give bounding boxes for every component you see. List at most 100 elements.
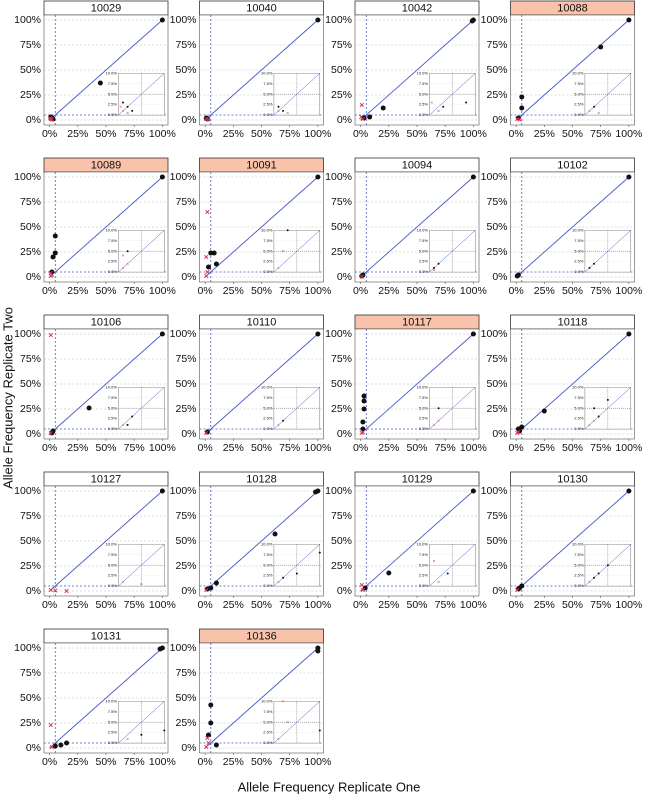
y-tick-label: 50%: [331, 221, 352, 233]
inset-point: [126, 105, 129, 108]
y-tick-label: 75%: [486, 353, 507, 365]
inset-tick-label: 5.0%: [419, 562, 429, 567]
inset-tick-label: 10.0%: [106, 227, 118, 232]
y-tick-label: 75%: [20, 667, 41, 679]
panel-title: 10089: [91, 159, 122, 171]
panel: 10091 0% 25% 50% 75% 100% 0% 25% 50% 75% 100% 0.0% 2…: [170, 157, 331, 297]
inset-tick-label: 5.0%: [108, 719, 118, 724]
point: [367, 114, 373, 120]
inset-tick-label: 2.5%: [419, 573, 429, 578]
x-tick-label: 0%: [198, 442, 213, 454]
x-tick-label: 25%: [378, 442, 399, 454]
inset-point: [282, 419, 285, 422]
x-tick-label: 0%: [509, 128, 524, 140]
panel-title: 10110: [247, 316, 277, 328]
x-tick-label: 0%: [198, 128, 213, 140]
x-tick-label: 50%: [406, 599, 427, 611]
y-tick-label: 100%: [14, 171, 41, 183]
x-tick-label: 100%: [149, 128, 176, 140]
point: [205, 735, 210, 741]
inset-tick-label: 2.5%: [108, 416, 118, 421]
y-tick-label: 25%: [20, 560, 41, 572]
point: [359, 274, 364, 279]
point: [361, 398, 367, 404]
inset-diagonal: [429, 544, 476, 587]
x-tick-label: 75%: [590, 128, 611, 140]
inset-tick-label: 2.5%: [419, 102, 429, 107]
point: [213, 580, 219, 586]
diagonal: [515, 333, 630, 435]
x-tick-label: 25%: [223, 128, 244, 140]
panel-title: 10094: [402, 159, 433, 171]
inset-point: [437, 109, 440, 113]
x-tick-label: 25%: [67, 285, 88, 297]
x-tick-label: 100%: [615, 128, 642, 140]
y-tick-label: 0%: [181, 742, 196, 754]
y-tick-label: 100%: [481, 485, 508, 497]
y-tick-label: 100%: [325, 328, 352, 340]
inset-point: [281, 250, 285, 253]
inset-diagonal: [273, 230, 320, 273]
point: [386, 570, 392, 576]
inset-tick-label: 2.5%: [419, 259, 429, 264]
x-tick-label: 0%: [353, 599, 368, 611]
inset-tick-label: 2.5%: [419, 416, 429, 421]
x-tick-label: 75%: [590, 285, 611, 297]
y-tick-label: 75%: [175, 39, 196, 51]
x-tick-label: 25%: [378, 599, 399, 611]
y-tick-label: 75%: [331, 196, 352, 208]
inset-point: [432, 559, 436, 563]
point: [359, 102, 364, 108]
y-tick-label: 100%: [14, 328, 41, 340]
panel: 10129 0% 25% 50% 75% 100% 0% 25% 50% 75% 100% 0.0% 2…: [325, 471, 487, 611]
inset-tick-label: 2.5%: [108, 573, 118, 578]
x-tick-label: 75%: [279, 756, 300, 768]
panel-title: 10117: [402, 316, 432, 328]
point: [469, 18, 475, 24]
y-tick-label: 50%: [20, 535, 41, 547]
point: [206, 732, 212, 738]
point: [514, 273, 520, 279]
inset-tick-label: 10.0%: [261, 70, 273, 75]
inset-tick-label: 2.5%: [108, 259, 118, 264]
x-tick-label: 0%: [198, 285, 213, 297]
inset-tick-label: 7.5%: [263, 552, 273, 557]
point: [49, 430, 55, 436]
y-tick-label: 25%: [486, 89, 507, 101]
point: [360, 587, 366, 593]
inset-tick-label: 5.0%: [419, 405, 429, 410]
inset-point: [121, 423, 125, 427]
diagonal: [49, 333, 163, 435]
x-tick-label: 0%: [509, 285, 524, 297]
point: [52, 233, 58, 239]
x-tick-label: 50%: [95, 442, 116, 454]
inset-tick-label: 0.0%: [419, 269, 429, 274]
diagonal: [49, 176, 163, 278]
y-tick-label: 0%: [181, 271, 196, 283]
y-tick-label: 0%: [492, 585, 507, 597]
y-tick-label: 50%: [20, 221, 41, 233]
x-tick-label: 75%: [435, 285, 456, 297]
panel-title: 10136: [246, 630, 277, 642]
inset-point: [295, 572, 298, 575]
x-tick-label: 75%: [279, 285, 300, 297]
point: [48, 587, 53, 593]
inset-tick-label: 10.0%: [106, 70, 118, 75]
x-tick-label: 75%: [124, 442, 145, 454]
inset-tick-label: 7.5%: [108, 709, 118, 714]
inset-tick-label: 0.0%: [108, 583, 118, 588]
inset-tick-label: 0.0%: [108, 112, 118, 117]
y-tick-label: 100%: [14, 642, 41, 654]
point: [48, 115, 53, 121]
point: [361, 393, 367, 399]
diagonal: [49, 647, 163, 749]
y-tick-label: 0%: [26, 428, 41, 440]
inset-tick-label: 0.0%: [108, 426, 118, 431]
x-axis-label: Allele Frequency Replicate One: [238, 779, 421, 794]
inset-tick-label: 5.0%: [263, 405, 273, 410]
inset-point: [597, 572, 600, 575]
x-tick-label: 100%: [460, 442, 487, 454]
point: [48, 722, 53, 728]
panel: 10130 0% 25% 50% 75% 100% 0% 25% 50% 75% 100% 0.0% 2…: [481, 471, 642, 611]
